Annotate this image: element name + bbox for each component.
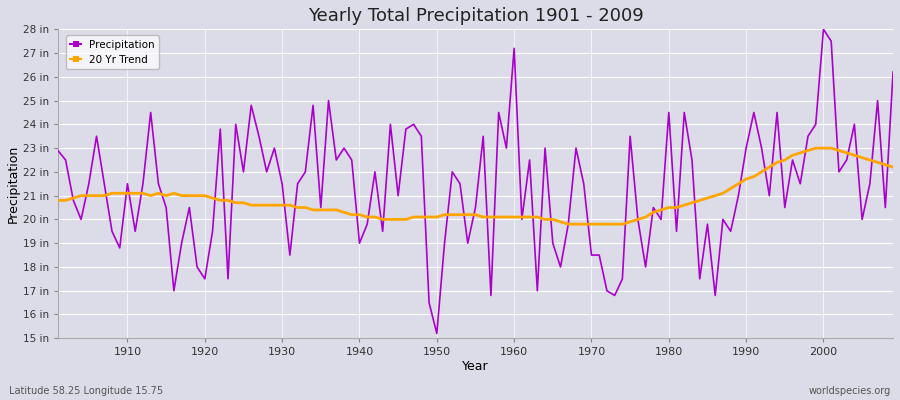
Title: Yearly Total Precipitation 1901 - 2009: Yearly Total Precipitation 1901 - 2009 [308, 7, 644, 25]
Text: Latitude 58.25 Longitude 15.75: Latitude 58.25 Longitude 15.75 [9, 386, 163, 396]
Y-axis label: Precipitation: Precipitation [7, 145, 20, 223]
X-axis label: Year: Year [463, 360, 489, 373]
Text: worldspecies.org: worldspecies.org [809, 386, 891, 396]
Legend: Precipitation, 20 Yr Trend: Precipitation, 20 Yr Trend [67, 36, 159, 69]
